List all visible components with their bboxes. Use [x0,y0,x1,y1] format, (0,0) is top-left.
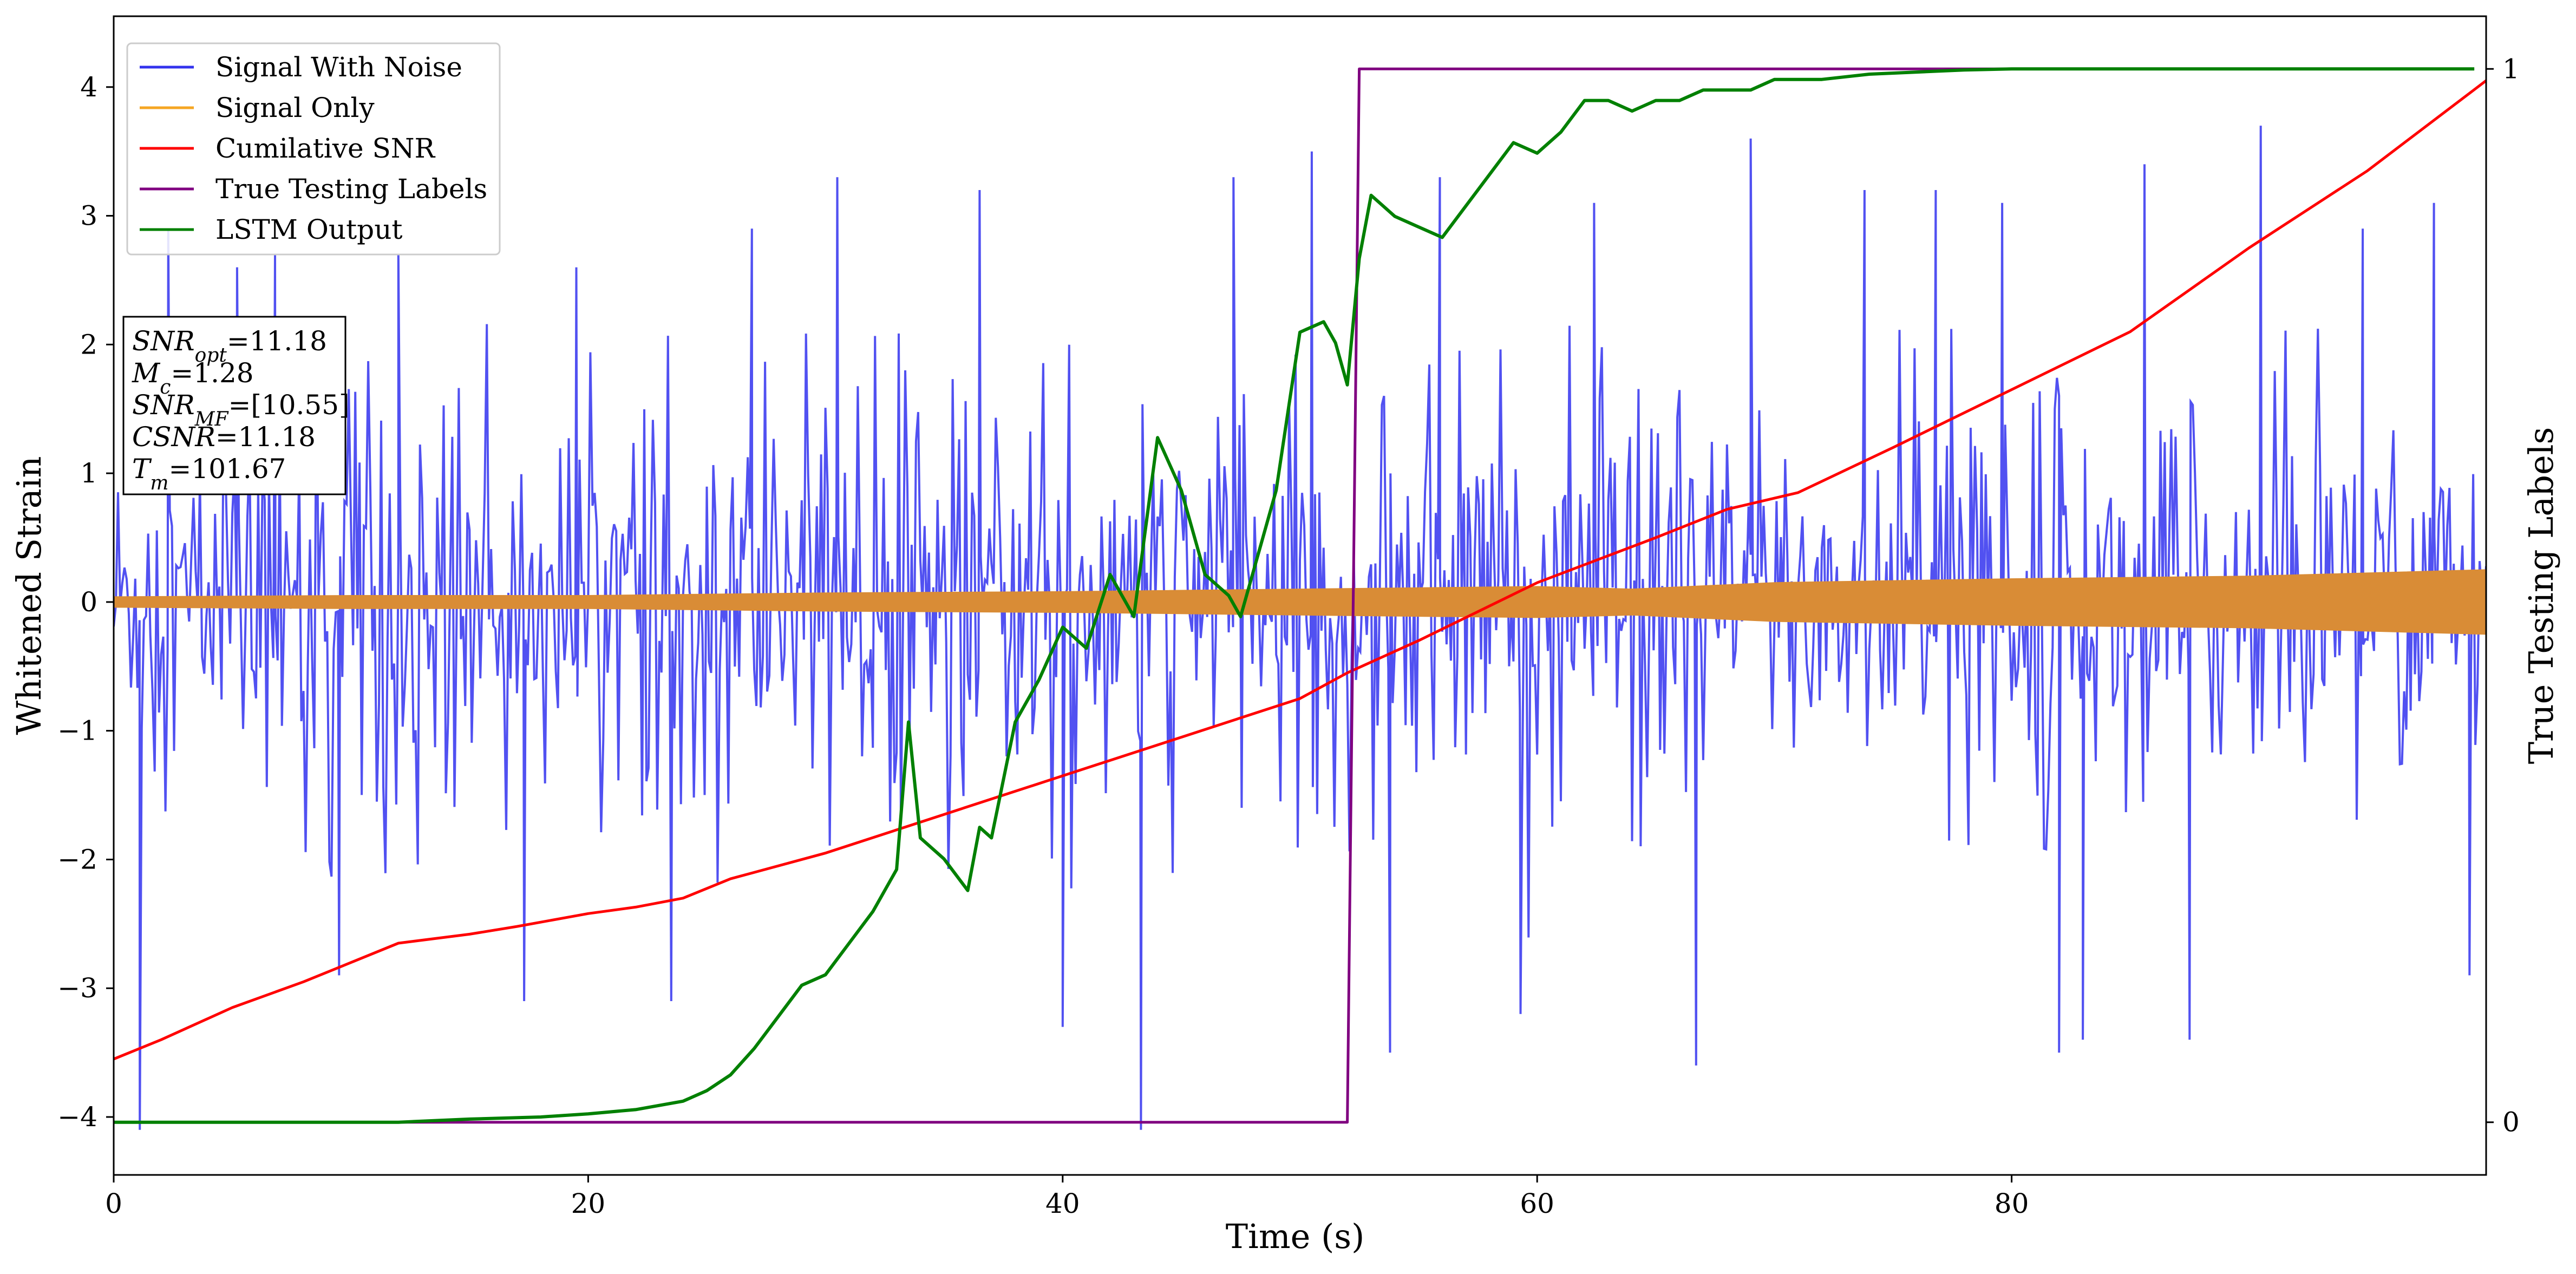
x-tick-label: 20 [571,1188,606,1219]
y-tick-label: 0 [80,586,97,618]
y-tick-label: −1 [57,715,97,747]
series-signal-only [114,569,2486,635]
series-cumilative-snr [114,79,2486,1061]
annotation-line: SNRMF=[10.55] [132,389,350,430]
y-tick-label: −3 [57,972,97,1004]
y2-tick-label: 0 [2502,1107,2520,1138]
annotation-line: SNRopt=11.18 [132,325,327,367]
plot-frame [113,15,2487,1176]
x-tick-label: 80 [1995,1188,2029,1219]
y-tick-label: 1 [80,458,97,489]
series-true-testing-labels [114,67,2475,1124]
y-tick-label: 3 [80,200,97,232]
y-tick-label: −4 [57,1101,97,1133]
legend-frame [126,42,501,256]
plot-area [114,67,2486,1130]
legend-label: Signal With Noise [215,51,462,83]
annotation-frame [122,316,346,495]
series-lstm-output [114,67,2475,1124]
legend: Signal With Noise Signal Only Cumilative S… [126,42,501,256]
annotation-box: SNRopt=11.18Mc=1.28SNRMF=[10.55]CSNR=11.… [122,316,350,495]
legend-label: True Testing Labels [215,173,487,205]
y-tick-label: 2 [80,329,97,360]
legend-label: LSTM Output [215,214,402,245]
y-tick-label: −2 [57,844,97,875]
x-tick-label: 0 [105,1188,122,1219]
y2-tick-label: 1 [2502,53,2520,84]
legend-label: Cumilative SNR [215,133,435,164]
x-tick-label: 60 [1520,1188,1554,1219]
y2-axis-label: True Testing Labels [2521,427,2561,765]
x-axis-label: Time (s) [1226,1217,1365,1256]
annotation-line: Tm=101.67 [132,453,286,494]
y-tick-label: 4 [80,71,97,103]
annotation-line: Mc=1.28 [132,357,254,398]
legend-label: Signal Only [215,92,375,123]
y-axis-label: Whitened Strain [9,456,49,735]
series-signal-with-noise [114,126,2486,1130]
x-tick-label: 40 [1045,1188,1080,1219]
annotation-line: CSNR=11.18 [132,421,316,453]
